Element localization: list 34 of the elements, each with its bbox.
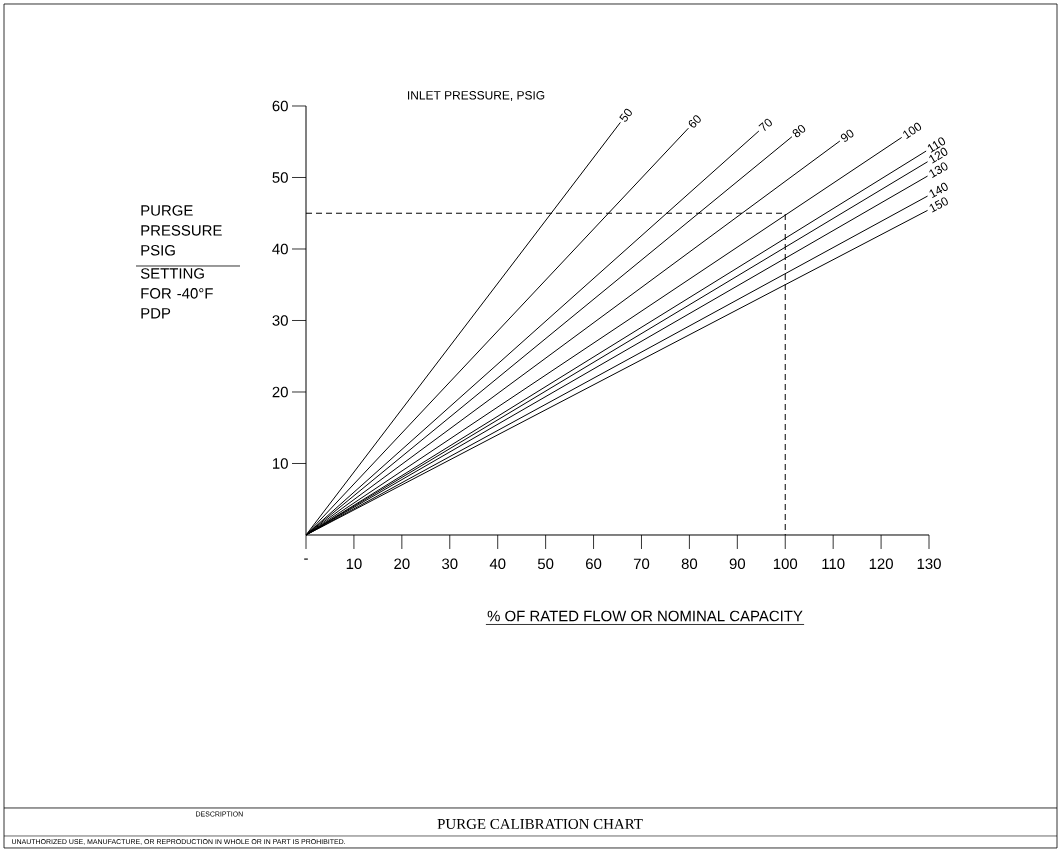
y-tick-label: 60 (272, 100, 288, 112)
text: PURGE CALIBRATION CHART (437, 818, 643, 829)
text: 60 (688, 115, 701, 128)
x-tick-label: 130 (917, 558, 941, 570)
text: 70 (758, 118, 772, 131)
x-tick-label: 110 (822, 558, 845, 570)
y-axis-title: PURGE PRESSURE PSIG (141, 205, 222, 256)
x-tick-label: 90 (729, 558, 746, 570)
legend-title: INLET PRESSURE, PSIG (408, 91, 545, 101)
x-tick-label: 30 (442, 558, 458, 570)
text: 150 (929, 197, 948, 213)
text: 130 (929, 162, 948, 178)
text: 80 (792, 124, 806, 138)
x-tick-label: 80 (681, 558, 698, 570)
text: 100 (903, 122, 922, 139)
text: 90 (840, 129, 854, 142)
y-tick-label: 10 (273, 458, 288, 469)
y-tick-label: 50 (272, 172, 288, 183)
y-tick-label: 20 (272, 386, 288, 398)
text: SETTING FOR -40°F PDP (140, 268, 213, 319)
x-axis-title: % OF RATED FLOW OR NOMINAL CAPACITY (487, 610, 803, 622)
x-tick-label: 60 (586, 558, 602, 570)
text: 140 (929, 182, 948, 199)
text: 50 (619, 108, 632, 122)
y-tick-label: 30 (272, 315, 288, 326)
x-tick-label: 70 (633, 558, 650, 570)
x-tick-label: 100 (773, 558, 798, 570)
x-tick-label: - (304, 558, 308, 560)
y-tick-label: 40 (272, 243, 288, 255)
x-tick-label: 120 (869, 558, 893, 570)
x-tick-label: 20 (394, 558, 410, 570)
x-tick-label: 10 (346, 558, 362, 570)
x-tick-label: 50 (537, 558, 554, 570)
x-tick-label: 40 (489, 558, 506, 570)
